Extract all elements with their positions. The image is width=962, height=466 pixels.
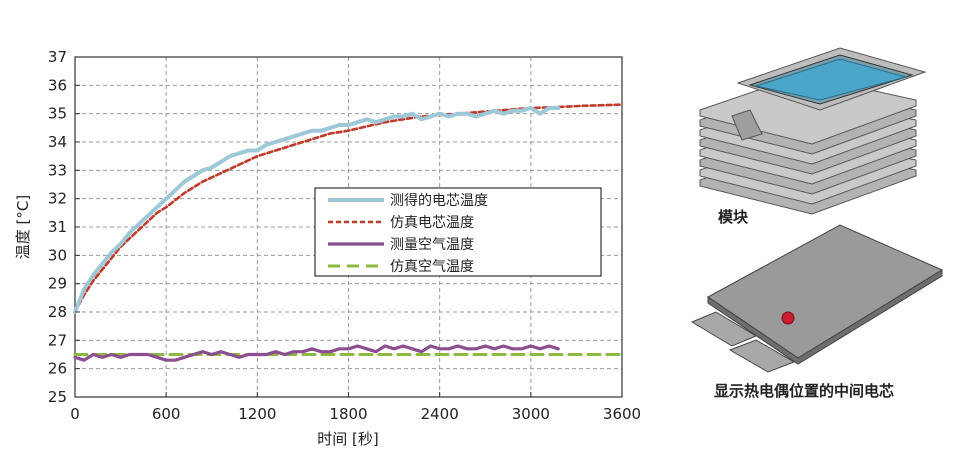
- y-tick-label: 32: [48, 190, 67, 208]
- y-tick-label: 26: [48, 360, 67, 378]
- y-tick-label: 27: [48, 331, 67, 349]
- x-tick-label: 1200: [238, 405, 276, 423]
- y-tick-label: 37: [48, 48, 67, 66]
- module-tab: [731, 109, 763, 141]
- legend-label-1: 仿真电芯温度: [390, 215, 474, 231]
- y-tick-label: 29: [48, 275, 67, 293]
- module-caption: 模块: [718, 208, 749, 226]
- y-tick-label: 33: [48, 161, 67, 179]
- x-tick-label: 3000: [512, 405, 550, 423]
- legend-label-2: 测量空气温度: [390, 237, 474, 253]
- x-tick-label: 1800: [329, 405, 367, 423]
- legend-label-0: 测得的电芯温度: [390, 192, 488, 209]
- temperature-chart: 25 26 27 28 29 30 31 32 33 34 35 36 37 0 600 1200 1800 24…: [14, 48, 641, 448]
- y-tick-label: 30: [48, 246, 67, 264]
- y-tick-label: 31: [48, 218, 67, 236]
- x-tick-label: 0: [70, 405, 80, 423]
- legend-box: [314, 187, 602, 277]
- legend-label-3: 仿真空气温度: [390, 259, 474, 275]
- x-axis-title: 时间 [秒]: [317, 430, 378, 448]
- y-tick-label: 34: [48, 133, 67, 151]
- y-tick-label: 35: [48, 105, 67, 123]
- series-line-0: [73, 106, 561, 314]
- y-tick-label: 28: [48, 303, 67, 321]
- x-tick-label: 3600: [603, 405, 641, 423]
- tick-labels: 25 26 27 28 29 30 31 32 33 34 35 36 37 0 600 1200 1800 24…: [48, 48, 641, 423]
- series-line-2: [73, 344, 560, 362]
- y-tick-label: 25: [48, 388, 67, 406]
- series-lines: [73, 103, 624, 362]
- cell-illustration: [690, 224, 944, 373]
- module-illustration: [699, 47, 927, 215]
- battery-illustrations: [690, 47, 944, 373]
- x-tick-label: 600: [152, 405, 181, 423]
- x-tick-label: 2400: [421, 405, 459, 423]
- thermocouple-marker: [781, 311, 795, 325]
- y-tick-label: 36: [48, 76, 67, 94]
- cell-caption: 显示热电偶位置的中间电芯: [714, 382, 895, 400]
- y-axis-title: 温度 [°C]: [14, 195, 32, 259]
